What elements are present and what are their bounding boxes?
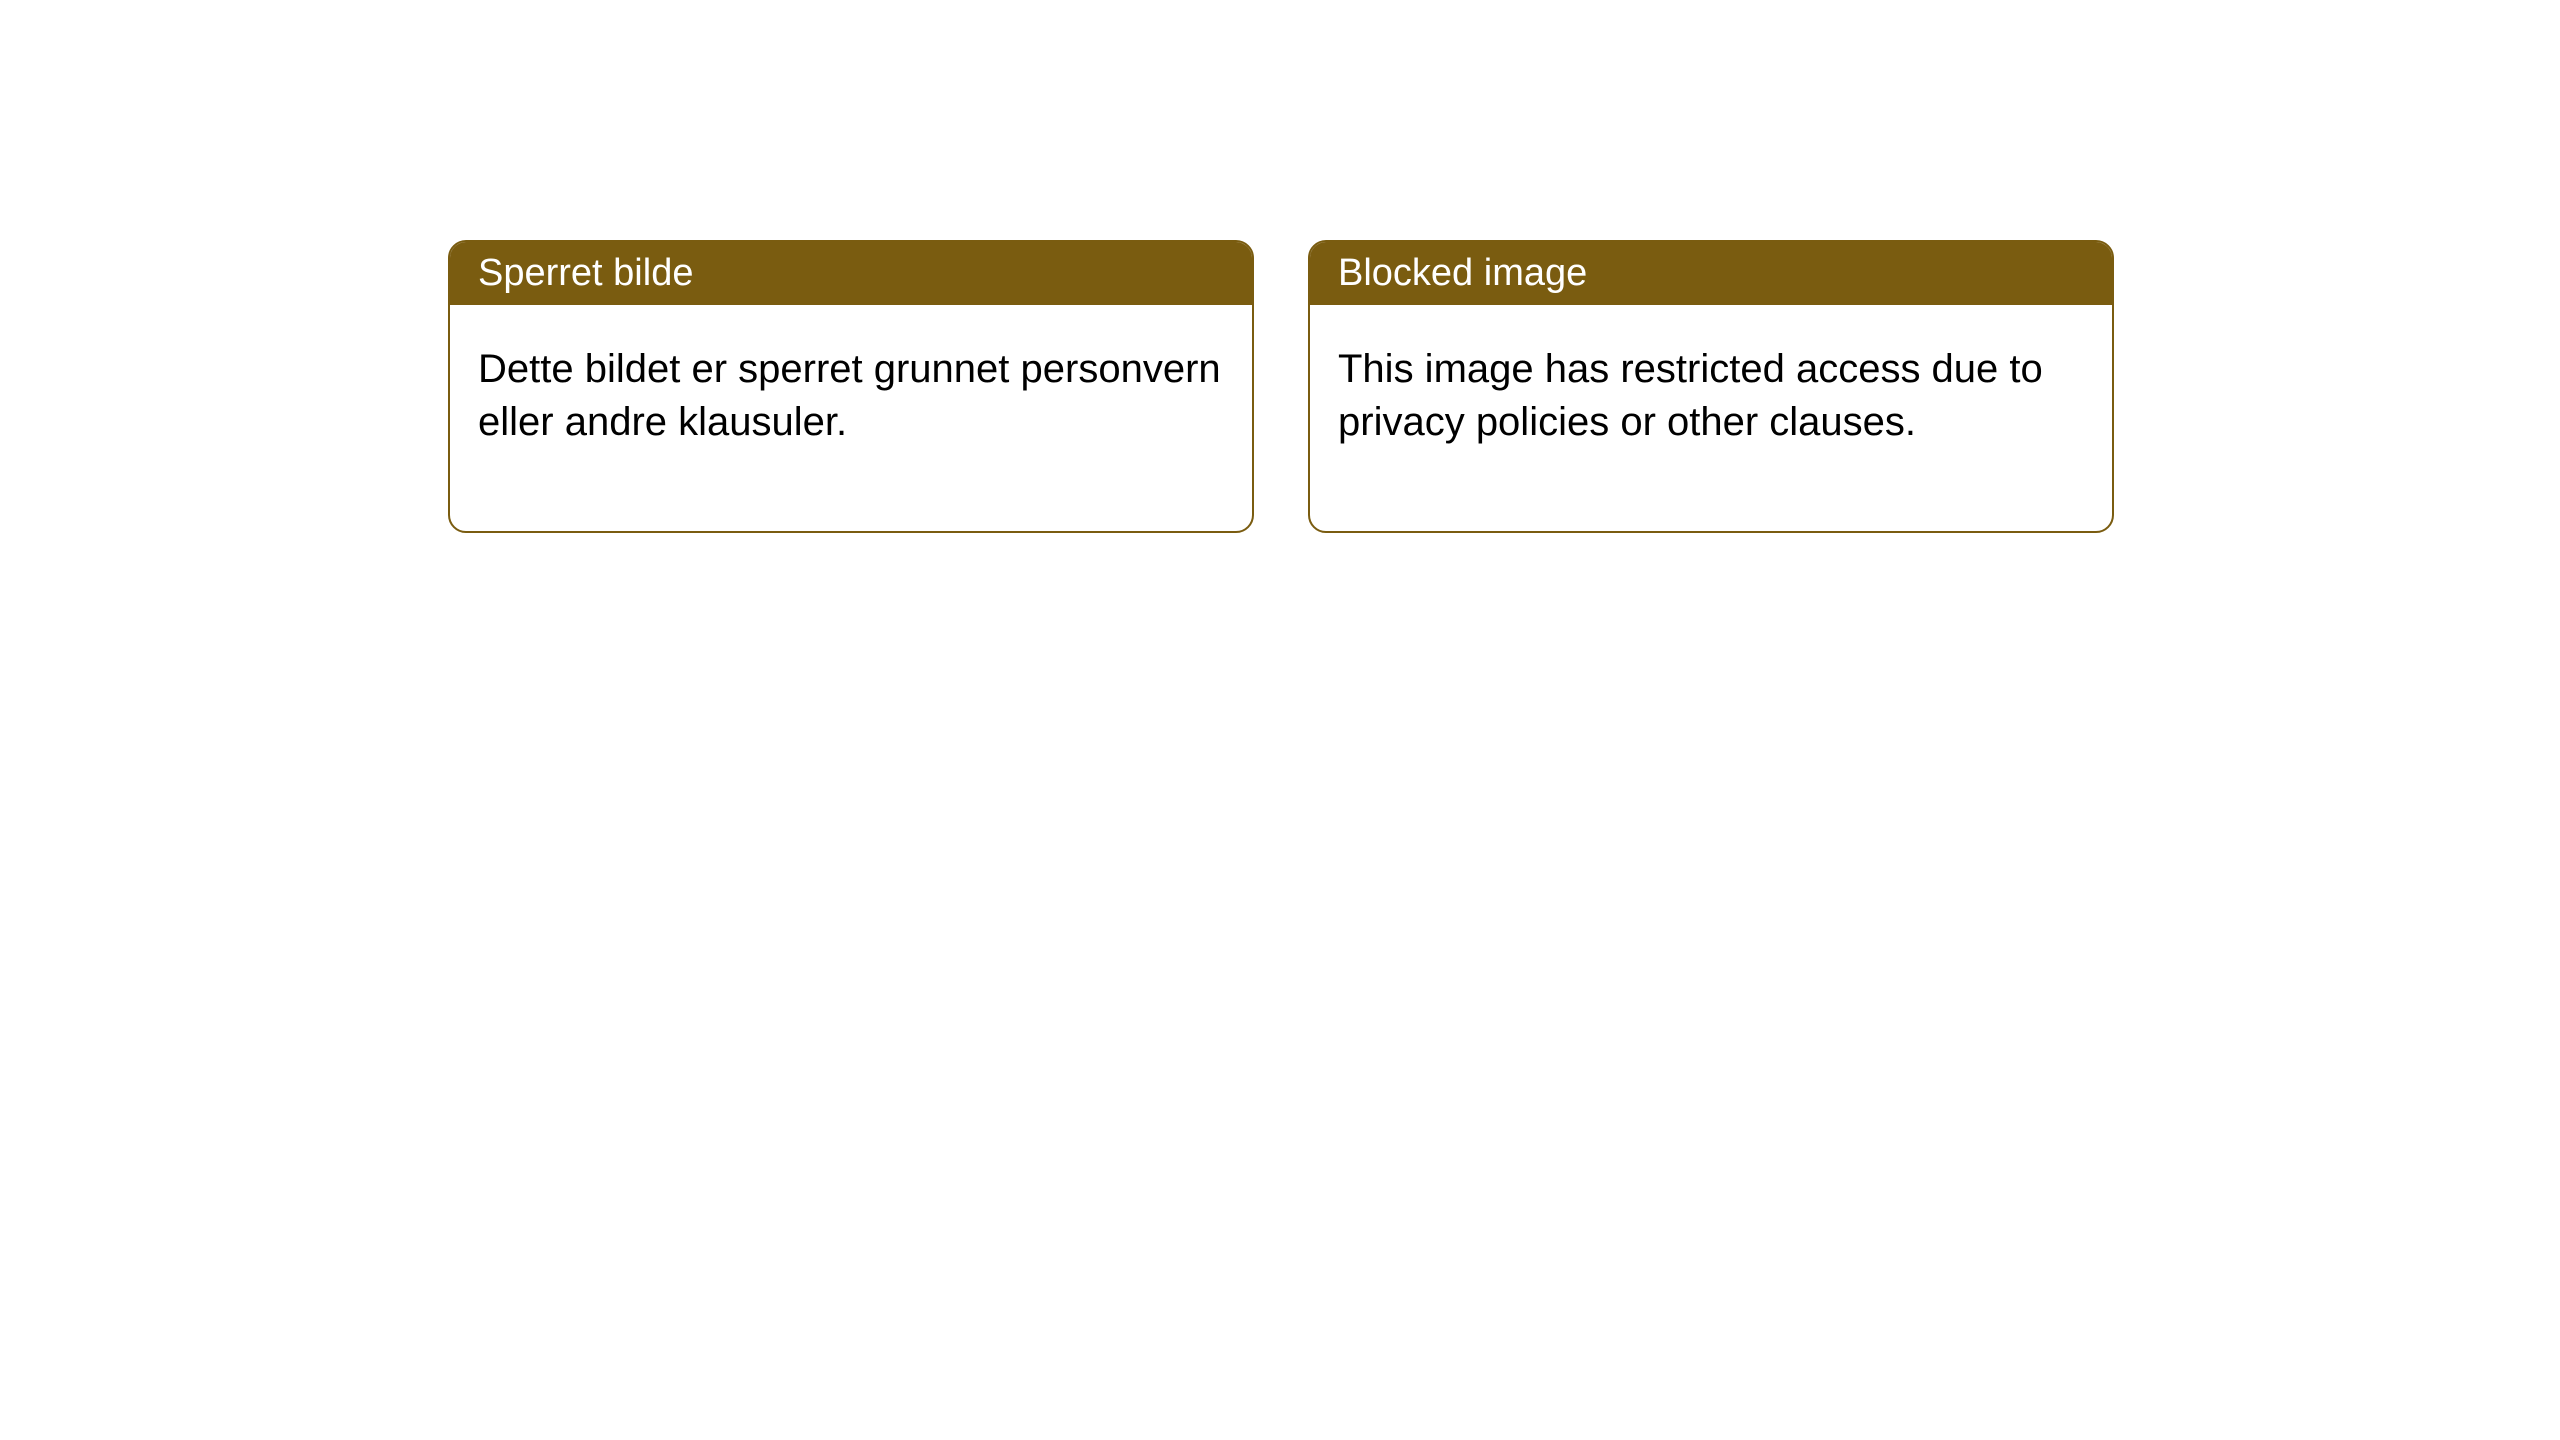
notice-body: This image has restricted access due to … (1310, 305, 2112, 531)
notice-title: Blocked image (1338, 252, 1587, 294)
notice-card-norwegian: Sperret bilde Dette bildet er sperret gr… (448, 240, 1254, 533)
notice-header: Sperret bilde (450, 242, 1252, 305)
notice-card-english: Blocked image This image has restricted … (1308, 240, 2114, 533)
notice-container: Sperret bilde Dette bildet er sperret gr… (448, 240, 2114, 533)
notice-title: Sperret bilde (478, 252, 693, 294)
notice-message: This image has restricted access due to … (1338, 347, 2043, 444)
notice-body: Dette bildet er sperret grunnet personve… (450, 305, 1252, 531)
notice-message: Dette bildet er sperret grunnet personve… (478, 347, 1221, 444)
notice-header: Blocked image (1310, 242, 2112, 305)
